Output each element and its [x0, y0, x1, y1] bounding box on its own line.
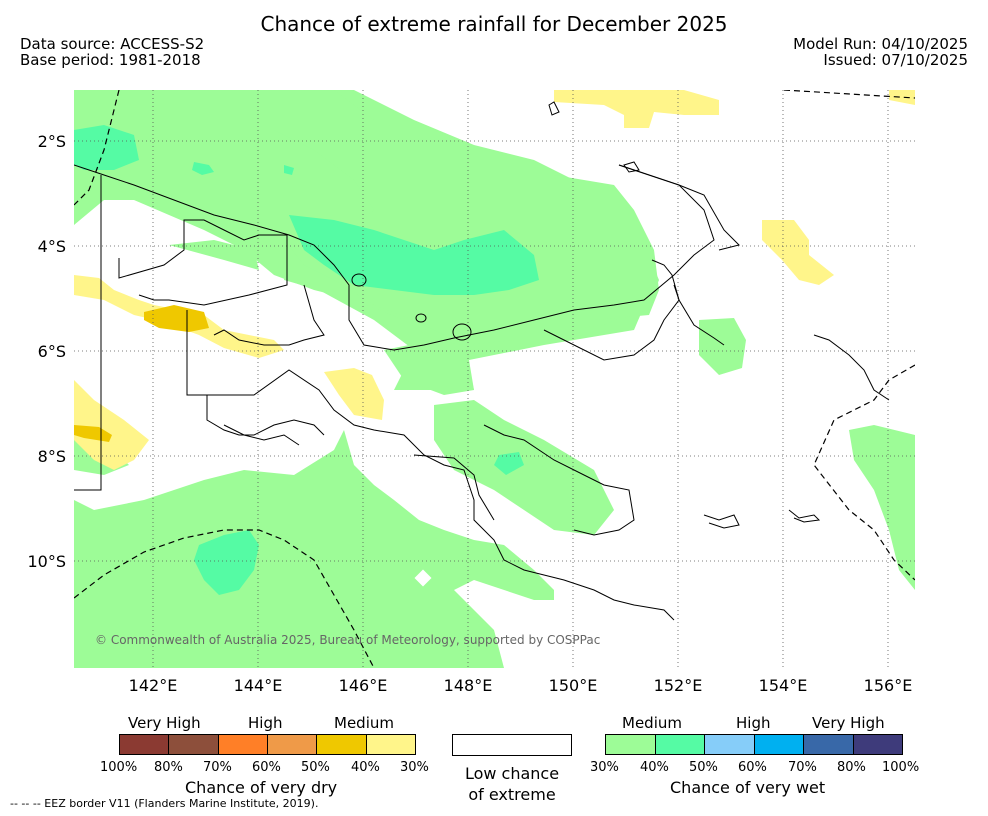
lon-label-154e: 154°E — [758, 676, 808, 695]
dry-level-very-high: Very High — [128, 714, 201, 732]
lon-label-142e: 142°E — [128, 676, 178, 695]
wet-tick-40: 40% — [640, 760, 669, 775]
low-chance-swatch — [452, 734, 572, 756]
base-period: Base period: 1981-2018 — [20, 51, 201, 69]
dry-40-50-areas — [74, 305, 209, 442]
rainfall-map — [74, 90, 915, 668]
wet-level-medium: Medium — [622, 714, 682, 732]
dry-level-high: High — [248, 714, 283, 732]
dry-swatch-5 — [317, 735, 367, 754]
dry-level-medium: Medium — [334, 714, 394, 732]
lon-label-144e: 144°E — [233, 676, 283, 695]
wet-tick-50: 50% — [689, 760, 718, 775]
dry-tick-30: 30% — [400, 760, 429, 775]
wet-swatch-5 — [804, 735, 854, 754]
dry-tick-70: 70% — [203, 760, 232, 775]
wet-swatch-6 — [853, 735, 902, 754]
lat-label-6s: 6°S — [37, 342, 66, 361]
coastlines — [74, 101, 890, 621]
dry-swatch-1 — [120, 735, 170, 754]
lat-label-2s: 2°S — [37, 132, 66, 151]
dry-swatch-4 — [267, 735, 318, 754]
wet-tick-100: 100% — [882, 760, 920, 775]
low-chance-caption-2: of extreme — [468, 785, 556, 804]
wet-swatch-2 — [655, 735, 705, 754]
wet-tick-70: 70% — [788, 760, 817, 775]
eez-note: -- -- -- EEZ border V11 (Flanders Marine… — [10, 797, 319, 810]
eez-borders — [74, 90, 915, 668]
wet-level-very-high: Very High — [812, 714, 885, 732]
wet-swatch-1 — [606, 735, 656, 754]
wet-medium-areas — [74, 90, 915, 668]
wet-tick-80: 80% — [837, 760, 866, 775]
lon-label-148e: 148°E — [443, 676, 493, 695]
dry-caption: Chance of very dry — [185, 778, 338, 797]
low-chance-caption-1: Low chance — [464, 764, 560, 783]
lon-label-150e: 150°E — [548, 676, 598, 695]
lon-label-156e: 156°E — [863, 676, 913, 695]
dry-colorbar — [119, 734, 416, 755]
dry-swatch-2 — [169, 735, 219, 754]
wet-swatch-4 — [754, 735, 804, 754]
map-title: Chance of extreme rainfall for December … — [260, 12, 728, 36]
dry-swatch-3 — [218, 735, 268, 754]
wet-caption: Chance of very wet — [670, 778, 826, 797]
low-chance-patch — [414, 569, 432, 587]
lon-label-146e: 146°E — [338, 676, 388, 695]
data-source: Data source: ACCESS-S2 — [20, 35, 205, 53]
model-run: Model Run: 04/10/2025 — [793, 35, 968, 53]
wet-tick-30: 30% — [590, 760, 619, 775]
copyright-note: © Commonwealth of Australia 2025, Bureau… — [95, 633, 601, 647]
wet-colorbar — [605, 734, 903, 755]
dry-tick-60: 60% — [252, 760, 281, 775]
wet-40-50-areas — [74, 125, 539, 595]
wet-level-high: High — [736, 714, 771, 732]
wet-swatch-3 — [705, 735, 755, 754]
lon-label-152e: 152°E — [653, 676, 703, 695]
dry-tick-40: 40% — [351, 760, 380, 775]
dry-tick-80: 80% — [154, 760, 183, 775]
lat-label-10s: 10°S — [27, 552, 66, 571]
graticule — [74, 90, 915, 668]
dry-tick-100: 100% — [100, 760, 138, 775]
dry-tick-50: 50% — [301, 760, 330, 775]
wet-tick-60: 60% — [738, 760, 767, 775]
lat-label-8s: 8°S — [37, 447, 66, 466]
dry-swatch-6 — [366, 735, 415, 754]
issued-date: Issued: 07/10/2025 — [823, 51, 968, 69]
lat-label-4s: 4°S — [37, 237, 66, 256]
